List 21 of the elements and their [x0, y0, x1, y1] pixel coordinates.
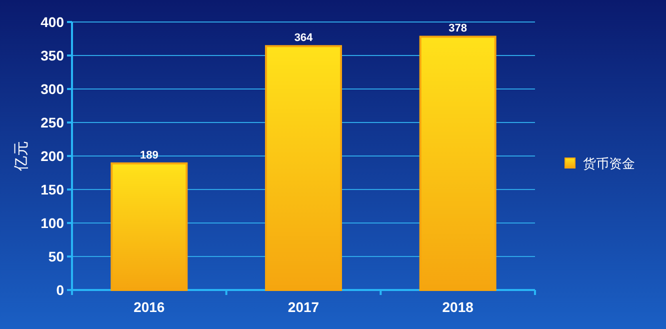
- y-tick-label: 400: [40, 14, 64, 30]
- legend: 货币资金: [564, 156, 635, 171]
- y-tick-label: 100: [40, 215, 64, 231]
- bar: [265, 45, 342, 291]
- x-tick-label: 2018: [442, 299, 474, 315]
- y-tick-label: 200: [40, 148, 64, 164]
- y-tick-label: 50: [48, 248, 64, 264]
- y-tick-label: 350: [40, 48, 64, 64]
- y-tick-label: 0: [56, 282, 64, 298]
- bar: [110, 162, 188, 291]
- bar: [419, 36, 496, 291]
- data-label: 364: [294, 32, 314, 44]
- data-label: 378: [448, 22, 468, 35]
- data-label: 189: [140, 149, 158, 162]
- x-tick-label: 2016: [134, 299, 165, 315]
- y-tick-label: 250: [40, 114, 64, 130]
- y-tick-label: 300: [40, 81, 64, 97]
- y-tick-label: 150: [40, 182, 64, 198]
- y-axis-title: 亿元: [13, 141, 30, 172]
- x-tick-label: 2017: [288, 299, 320, 315]
- legend-label: 货币资金: [583, 156, 635, 171]
